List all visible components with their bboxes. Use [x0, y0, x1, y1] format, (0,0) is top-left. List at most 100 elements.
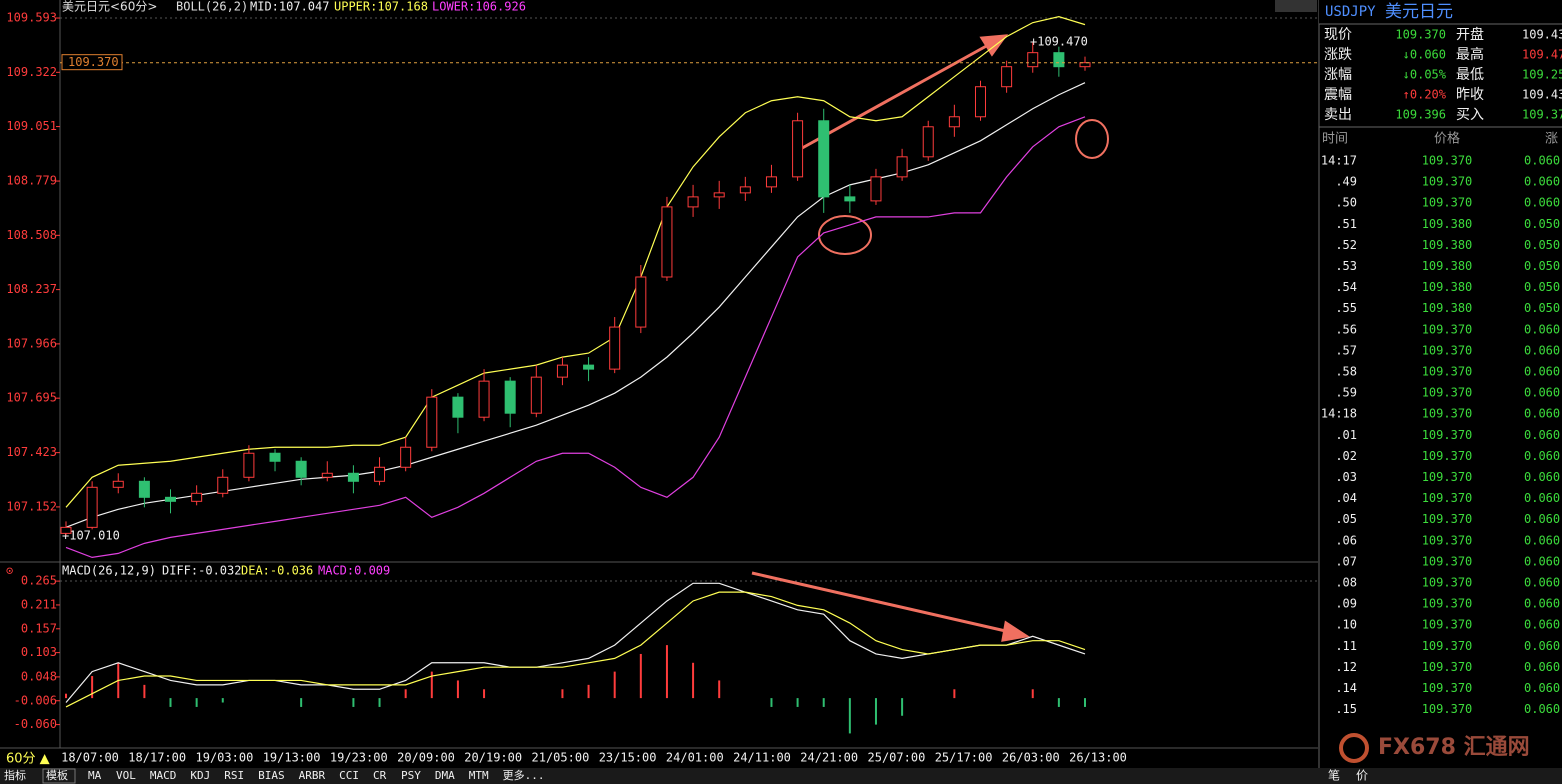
tick-time: .04 — [1335, 491, 1357, 505]
y-tick-label: 0.048 — [21, 669, 57, 683]
candle-body — [635, 276, 647, 328]
toolbar-item[interactable]: MTM — [469, 769, 489, 782]
candle-body — [452, 396, 464, 418]
tick-price: 109.370 — [1422, 639, 1473, 653]
quote-value: 109.370 — [1395, 28, 1446, 42]
indicator: BOLL(26,2) — [176, 0, 248, 14]
tick-change: 0.060 — [1524, 407, 1560, 421]
toolbar — [0, 768, 1562, 784]
candle-body — [478, 380, 490, 418]
quote-value: ↓0.05% — [1403, 68, 1447, 82]
tick-change: 0.060 — [1524, 322, 1560, 336]
quote-label: 最低 — [1456, 67, 1484, 83]
tick-time: .55 — [1335, 301, 1357, 315]
toolbar-item[interactable]: 指标 — [4, 768, 26, 782]
x-tick-label: 24/21:00 — [800, 751, 858, 765]
x-tick-label: 26/13:00 — [1069, 751, 1127, 765]
tick-change: 0.060 — [1524, 428, 1560, 442]
x-tick-label: 24/01:00 — [666, 751, 724, 765]
quote-value: 109.43 — [1522, 88, 1562, 102]
toolbar-item[interactable]: 更多... — [503, 768, 545, 782]
toolbar-item[interactable]: MA — [88, 769, 102, 782]
x-tick-label: 23/15:00 — [599, 751, 657, 765]
x-tick-label: 20/19:00 — [464, 751, 522, 765]
tick-price: 109.370 — [1422, 196, 1473, 210]
candle-body — [138, 480, 150, 498]
quote-label: 买入 — [1456, 107, 1484, 123]
tick-price: 109.380 — [1422, 301, 1473, 315]
tick-time: .50 — [1335, 196, 1357, 210]
candle-body — [583, 364, 595, 370]
tick-price: 109.370 — [1422, 386, 1473, 400]
tick-time: .52 — [1335, 238, 1357, 252]
toolbar-item[interactable]: CCI — [339, 769, 359, 782]
toolbar-item[interactable]: ARBR — [299, 769, 326, 782]
candle-body — [112, 480, 124, 488]
candle-body — [504, 380, 516, 414]
tick-price: 109.370 — [1422, 512, 1473, 526]
candle-body — [1027, 52, 1039, 68]
x-tick-label: 19/23:00 — [330, 751, 388, 765]
toolbar-item[interactable]: 模板 — [46, 768, 68, 782]
window-buttons[interactable] — [1275, 0, 1317, 12]
tick-time: .58 — [1335, 365, 1357, 379]
toolbar-item[interactable]: VOL — [116, 769, 136, 782]
current-price-box — [61, 54, 123, 71]
tick-time: .15 — [1335, 702, 1357, 716]
boll-line — [65, 82, 1086, 528]
toolbar-item[interactable]: DMA — [435, 769, 455, 782]
candle-body — [243, 452, 255, 478]
tick-change: 0.060 — [1524, 702, 1560, 716]
high-marker: +109.470 — [1030, 35, 1088, 49]
candle-body — [165, 496, 177, 502]
symbol-title: 美元日元<60分> — [62, 0, 157, 14]
tick-change: 0.050 — [1524, 259, 1560, 273]
quote-label: 现价 — [1324, 27, 1352, 43]
period-button[interactable]: 60分 ▲ — [6, 752, 50, 767]
tick-time: .01 — [1335, 428, 1357, 442]
toolbar-item[interactable]: MACD — [150, 769, 177, 782]
candle-body — [974, 86, 986, 118]
tick-change: 0.060 — [1524, 681, 1560, 695]
quote-label: 卖出 — [1324, 107, 1352, 123]
candle-body — [844, 196, 856, 202]
toolbar-item[interactable]: CR — [373, 769, 387, 782]
macd-legend: MACD(26,12,9) — [62, 564, 156, 578]
candle-body — [765, 176, 777, 188]
tick-price: 109.370 — [1422, 322, 1473, 336]
footer-tab[interactable]: 价 — [1356, 769, 1368, 783]
x-tick-label: 19/03:00 — [196, 751, 254, 765]
footer-tab[interactable]: 笔 — [1328, 768, 1340, 783]
boll-line — [65, 116, 1086, 559]
toolbar-item[interactable]: BIAS — [258, 769, 285, 782]
tick-time: .57 — [1335, 343, 1357, 357]
toolbar-item[interactable]: KDJ — [190, 769, 210, 782]
quote-name: 美元日元 — [1385, 2, 1453, 22]
tick-price: 109.380 — [1422, 217, 1473, 231]
candle-body — [217, 476, 229, 494]
quote-value: 109.37 — [1522, 108, 1562, 122]
tick-change: 0.050 — [1524, 280, 1560, 294]
toolbar-item[interactable]: PSY — [401, 769, 421, 782]
quote-value: 109.47 — [1522, 48, 1562, 62]
tick-time: .49 — [1335, 175, 1357, 189]
settings-icon[interactable]: ⊙ — [6, 564, 13, 578]
tick-change: 0.060 — [1524, 365, 1560, 379]
tick-time: .51 — [1335, 217, 1357, 231]
macd-legend: DEA:-0.036 — [241, 564, 313, 578]
toolbar-item[interactable]: RSI — [224, 769, 244, 782]
quote-value: ↑0.20% — [1403, 88, 1447, 102]
candle-body — [818, 120, 830, 198]
tick-price: 109.370 — [1422, 428, 1473, 442]
candle-body — [295, 460, 307, 478]
candle-body — [687, 196, 699, 208]
tick-change: 0.050 — [1524, 217, 1560, 231]
tick-change: 0.060 — [1524, 196, 1560, 210]
y-tick-label: 108.779 — [6, 174, 57, 188]
x-tick-label: 26/03:00 — [1002, 751, 1060, 765]
tick-change: 0.060 — [1524, 449, 1560, 463]
tick-change: 0.060 — [1524, 639, 1560, 653]
tick-time: .03 — [1335, 470, 1357, 484]
candle-body — [60, 526, 72, 534]
